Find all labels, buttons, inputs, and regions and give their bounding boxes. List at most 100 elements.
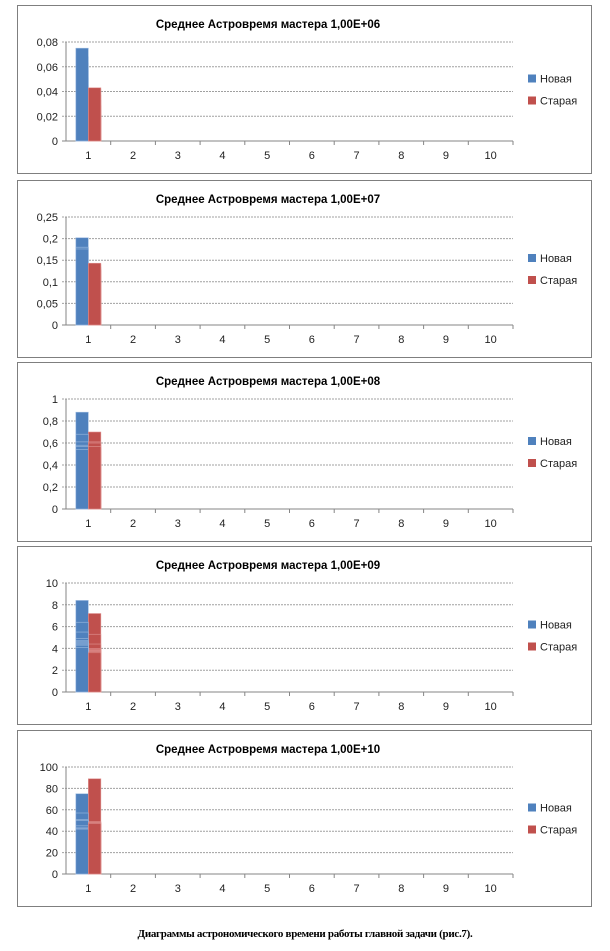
chart-svg: Среднее Астровремя мастера 1,00E+08 0 0,2 0…	[43, 376, 578, 530]
y-tick-label: 0,02	[37, 111, 58, 123]
legend-label: Новая	[540, 253, 572, 265]
y-tick-label: 0,15	[37, 255, 58, 267]
y-tick-label: 8	[52, 600, 58, 612]
bar-new	[75, 248, 89, 326]
x-tick-label: 1	[85, 701, 91, 713]
legend-swatch	[528, 74, 536, 83]
bar-old	[88, 823, 102, 875]
x-tick-label: 6	[309, 334, 315, 346]
x-tick-label: 10	[485, 150, 497, 162]
x-tick-label: 3	[175, 883, 181, 895]
x-tick-label: 9	[443, 150, 449, 162]
chart-5: Среднее Астровремя мастера 1,00E+10 0 20 40…	[17, 730, 592, 907]
legend-swatch	[528, 642, 536, 651]
x-tick-label: 5	[264, 883, 270, 895]
y-tick-label: 0,25	[37, 212, 58, 224]
x-tick-label: 5	[264, 334, 270, 346]
chart-svg: Среднее Астровремя мастера 1,00E+07 0 0,05…	[37, 194, 578, 346]
x-tick-label: 3	[175, 334, 181, 346]
legend-label: Старая	[540, 458, 577, 470]
y-tick-label: 0	[52, 136, 58, 148]
x-tick-label: 5	[264, 701, 270, 713]
x-tick-label: 8	[398, 883, 404, 895]
x-tick-label: 3	[175, 150, 181, 162]
legend-swatch	[528, 276, 536, 284]
x-tick-label: 2	[130, 150, 136, 162]
y-tick-label: 100	[40, 762, 58, 774]
x-tick-label: 1	[85, 883, 91, 895]
x-tick-label: 7	[353, 701, 359, 713]
chart-title: Среднее Астровремя мастера 1,00E+08	[156, 376, 381, 388]
y-tick-label: 4	[52, 643, 58, 655]
y-tick-label: 0,4	[43, 460, 58, 472]
x-tick-label: 6	[309, 883, 315, 895]
y-tick-label: 0,2	[43, 482, 58, 494]
x-tick-label: 9	[443, 518, 449, 530]
y-tick-label: 0,05	[37, 298, 58, 310]
x-tick-label: 7	[353, 883, 359, 895]
x-tick-label: 3	[175, 701, 181, 713]
x-tick-label: 9	[443, 701, 449, 713]
x-tick-label: 8	[398, 518, 404, 530]
legend-label: Новая	[540, 803, 572, 815]
legend-label: Новая	[540, 620, 572, 632]
legend-swatch	[528, 620, 536, 629]
chart-title: Среднее Астровремя мастера 1,00E+10	[156, 744, 380, 756]
x-tick-label: 2	[130, 883, 136, 895]
x-tick-label: 9	[443, 883, 449, 895]
y-tick-label: 0	[52, 869, 58, 881]
x-tick-label: 8	[398, 701, 404, 713]
x-tick-label: 10	[485, 701, 497, 713]
chart-3: Среднее Астровремя мастера 1,00E+08 0 0,2 0…	[17, 362, 592, 542]
legend-label: Старая	[540, 96, 577, 108]
bar-new	[75, 828, 89, 875]
x-tick-label: 6	[309, 518, 315, 530]
y-tick-label: 0,06	[37, 62, 58, 74]
x-tick-label: 4	[219, 518, 225, 530]
legend-label: Старая	[540, 825, 577, 837]
legend-swatch	[528, 459, 536, 467]
y-tick-label: 0	[52, 320, 58, 332]
legend-swatch	[528, 96, 536, 105]
x-tick-label: 6	[309, 701, 315, 713]
y-tick-label: 60	[46, 805, 58, 817]
bar-old	[88, 652, 102, 693]
chart-2: Среднее Астровремя мастера 1,00E+07 0 0,05…	[17, 180, 592, 358]
chart-svg: Среднее Астровремя мастера 1,00E+06 0 0,02…	[37, 19, 578, 162]
y-tick-label: 10	[46, 578, 58, 590]
y-tick-label: 20	[46, 848, 58, 860]
x-tick-label: 8	[398, 334, 404, 346]
legend-swatch	[528, 437, 536, 445]
x-tick-label: 7	[353, 334, 359, 346]
x-tick-label: 7	[353, 518, 359, 530]
bar-old	[88, 446, 102, 510]
y-tick-label: 0,6	[43, 438, 58, 450]
bar-new	[75, 47, 89, 142]
x-tick-label: 10	[485, 883, 497, 895]
bar-new	[75, 449, 89, 510]
x-tick-label: 5	[264, 518, 270, 530]
x-tick-label: 4	[219, 150, 225, 162]
y-tick-label: 2	[52, 665, 58, 677]
x-tick-label: 2	[130, 334, 136, 346]
legend-swatch	[528, 803, 536, 812]
y-tick-label: 0,8	[43, 416, 58, 428]
x-tick-label: 5	[264, 150, 270, 162]
x-tick-label: 10	[485, 334, 497, 346]
x-tick-label: 2	[130, 518, 136, 530]
legend-label: Новая	[540, 436, 572, 448]
x-tick-label: 10	[485, 518, 497, 530]
chart-title: Среднее Астровремя мастера 1,00E+07	[156, 194, 380, 206]
y-tick-label: 6	[52, 622, 58, 634]
chart-title: Среднее Астровремя мастера 1,00E+09	[156, 560, 380, 572]
legend-label: Старая	[540, 642, 577, 654]
legend-label: Старая	[540, 275, 577, 287]
x-tick-label: 1	[85, 518, 91, 530]
x-tick-label: 1	[85, 334, 91, 346]
x-tick-label: 4	[219, 883, 225, 895]
bar-old	[88, 262, 102, 326]
y-tick-label: 1	[52, 394, 58, 406]
x-tick-label: 1	[85, 150, 91, 162]
legend-swatch	[528, 825, 536, 834]
bar-new	[75, 647, 89, 693]
